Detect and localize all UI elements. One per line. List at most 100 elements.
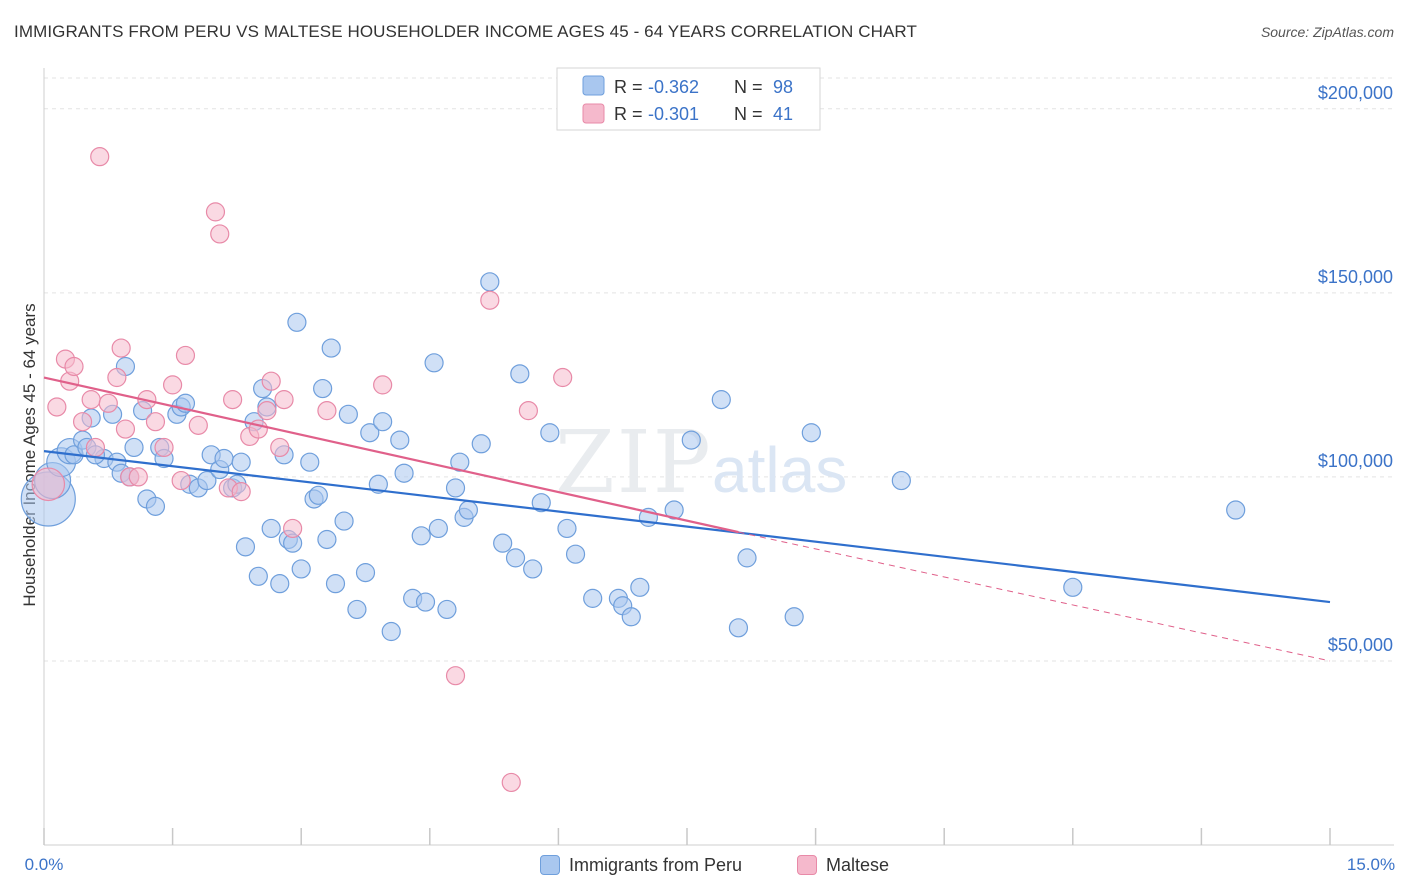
points-peru-point-84	[664, 500, 684, 520]
points-maltese-point-34	[317, 401, 337, 421]
y-tick-label-50000: $50,000	[1328, 635, 1393, 655]
trend-lines	[43, 376, 1331, 662]
points-peru-point-91	[891, 470, 911, 491]
points-peru-point-93	[1226, 500, 1246, 520]
points-maltese-point-5	[72, 412, 93, 432]
points-maltese-point-25	[223, 390, 243, 410]
legend-n-label-2: N =	[734, 104, 763, 124]
points-maltese-point-39	[518, 401, 538, 421]
points-peru-point-43	[300, 452, 320, 472]
legend-n-value-1: 98	[773, 77, 793, 97]
bottom-legend-maltese: Maltese	[797, 852, 889, 878]
points-maltese-point-29	[257, 401, 277, 421]
points-peru-point-73	[523, 559, 543, 579]
points-peru-point-92	[1063, 577, 1083, 597]
points-maltese-point-16	[145, 412, 166, 432]
legend-n-value-2: 41	[773, 104, 793, 124]
points-peru-point-41	[287, 312, 307, 332]
legend-swatch-peru	[582, 75, 605, 96]
points-maltese-point-14	[128, 467, 148, 487]
points-peru-point-97	[321, 338, 341, 358]
points-peru-point-56	[390, 430, 410, 450]
points-peru-point-51	[355, 563, 376, 583]
axes	[43, 68, 1394, 846]
points-maltese-point-12	[115, 419, 136, 439]
points-maltese-point-1	[47, 397, 67, 417]
points-maltese-point-23	[210, 224, 230, 244]
legend-swatch-maltese	[582, 103, 605, 124]
points-maltese-point-30	[261, 371, 281, 391]
points-maltese-point-9	[98, 393, 118, 413]
x-tick-label-min: 0.0%	[25, 855, 64, 874]
points-maltese-point-7	[85, 437, 106, 458]
trend-line-peru	[43, 450, 1331, 604]
legend-n-label-1: N =	[734, 77, 763, 97]
points-maltese-point-10	[107, 367, 127, 388]
points-peru-point-77	[565, 544, 586, 564]
points-peru-point-74	[531, 493, 551, 513]
points-maltese-point-20	[175, 345, 196, 366]
legend-r-label-2: R =	[614, 104, 643, 124]
points-maltese-point-17	[154, 437, 174, 458]
points-peru-point-55	[381, 621, 401, 642]
points-maltese-point-35	[373, 375, 393, 395]
points-peru-point-67	[458, 500, 478, 520]
points-peru-point-45	[308, 485, 328, 505]
points-peru-point-46	[317, 529, 337, 550]
points-maltese-point-38	[501, 772, 521, 793]
points-peru-point-50	[347, 599, 367, 620]
points-peru-point-52	[360, 423, 380, 443]
points-peru-point-76	[557, 518, 577, 539]
legend-r-value-2: -0.301	[648, 104, 699, 124]
points-maltese-point-19	[171, 470, 191, 491]
bottom-legend-peru: Immigrants from Peru	[540, 852, 742, 878]
points-peru-point-70	[493, 533, 513, 553]
points-peru-point-78	[583, 588, 603, 608]
points-peru-point-62	[428, 518, 448, 539]
points-maltese-point-8	[90, 147, 110, 167]
points-peru-point-42	[291, 559, 311, 579]
points-peru-point-82	[630, 577, 650, 597]
bottom-legend-swatch-peru	[540, 855, 560, 875]
points-peru-point-36	[261, 518, 281, 539]
y-axis-label: Householder Income Ages 45 - 64 years	[20, 303, 39, 606]
trend-line-maltese-extrapolated	[738, 531, 1331, 662]
series-maltese-points	[31, 147, 573, 793]
points-peru-point-86	[711, 390, 731, 410]
chart-title: IMMIGRANTS FROM PERU VS MALTESE HOUSEHOL…	[14, 22, 917, 41]
points-peru-point-60	[415, 592, 436, 612]
watermark-zip: ZIP	[555, 413, 713, 513]
points-maltese-point-31	[270, 437, 290, 458]
points-maltese-point-26	[231, 482, 251, 502]
y-tick-label-100000: $100,000	[1318, 451, 1393, 471]
points-peru-point-63	[437, 599, 457, 620]
points-peru-point-33	[248, 566, 268, 586]
points-maltese-point-40	[553, 367, 573, 388]
points-peru-point-89	[784, 607, 804, 627]
points-peru-point-47	[325, 574, 346, 594]
gridlines	[44, 77, 1394, 662]
points-peru-point-75	[540, 423, 560, 443]
points-peru-point-30	[231, 452, 251, 472]
points-peru-point-27	[214, 448, 234, 469]
legend-r-value-1: -0.362	[648, 77, 699, 97]
points-peru-point-88	[737, 548, 757, 568]
points-maltese-point-18	[163, 375, 183, 395]
points-peru-point-81	[621, 607, 641, 627]
trend-line-maltese	[43, 376, 739, 534]
points-peru-point-87	[728, 618, 749, 638]
points-maltese-point-4	[64, 356, 84, 377]
points-peru-point-72	[510, 364, 530, 384]
points-maltese-point-37	[480, 290, 500, 310]
points-peru-point-57	[394, 463, 414, 483]
points-peru-point-13	[124, 437, 144, 458]
points-peru-point-37	[270, 574, 290, 594]
top-legend: R = -0.362 N = 98 R = -0.301 N = 41	[556, 67, 821, 131]
points-peru-point-85	[681, 430, 701, 450]
points-peru-point-71	[505, 548, 526, 568]
points-maltese-point-33	[283, 518, 303, 539]
points-peru-point-48	[334, 511, 354, 531]
points-peru-point-96	[313, 378, 333, 399]
points-peru-point-49	[338, 404, 358, 424]
points-peru-point-24	[197, 470, 217, 491]
